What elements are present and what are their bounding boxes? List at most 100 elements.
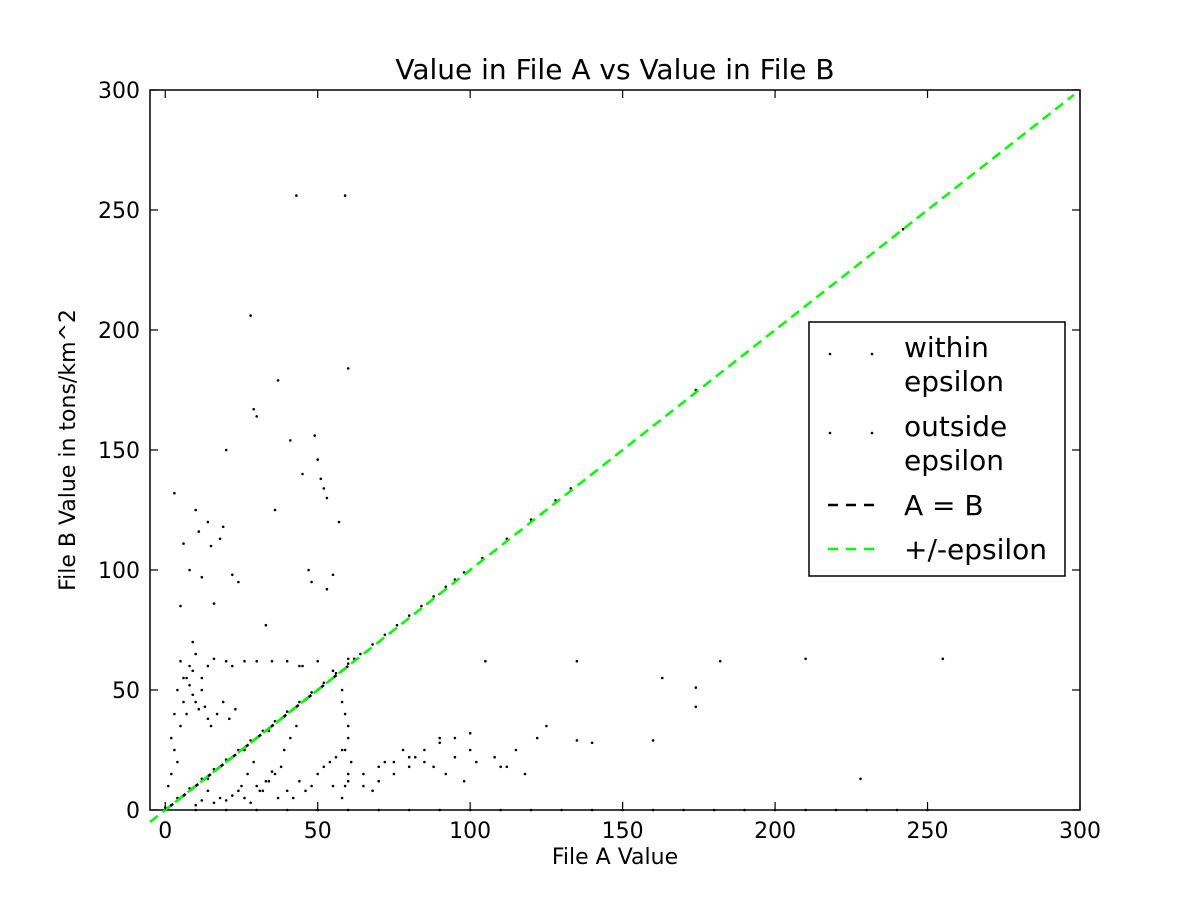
scatter-point — [377, 779, 381, 783]
scatter-point — [185, 712, 188, 716]
scatter-point — [197, 707, 201, 711]
scatter-point — [234, 707, 237, 711]
scatter-point — [170, 736, 173, 740]
x-axis-ticks: 0 50 100 150 200 250 300 — [158, 90, 1101, 844]
x-tick-label: 150 — [602, 819, 644, 844]
scatter-point — [298, 700, 301, 704]
scatter-point — [462, 779, 466, 783]
scatter-point — [194, 808, 197, 812]
scatter-point — [292, 796, 295, 800]
scatter-point — [651, 739, 655, 742]
scatter-point — [346, 657, 350, 661]
scatter-point — [590, 741, 594, 745]
scatter-point — [194, 508, 197, 512]
scatter-point — [444, 772, 448, 776]
x-tick-label: 100 — [449, 819, 491, 844]
scatter-point — [276, 796, 280, 800]
scatter-point — [575, 739, 579, 742]
scatter-point — [200, 575, 204, 579]
scatter-point — [340, 700, 344, 704]
scatter-point — [901, 227, 905, 231]
scatter-point — [289, 439, 292, 442]
scatter-point — [493, 755, 496, 759]
scatter-point — [191, 640, 194, 644]
scatter-point — [407, 614, 411, 617]
scatter-point — [206, 520, 210, 524]
scatter-point — [209, 724, 213, 728]
scatter-point — [212, 657, 216, 661]
scatter-point — [392, 772, 396, 776]
scatter-point — [438, 736, 442, 740]
scatter-point — [328, 760, 332, 764]
scatter-point — [859, 777, 862, 781]
scatter-point — [298, 664, 301, 668]
scatter-point — [313, 434, 317, 437]
scatter-point — [346, 772, 350, 776]
scatter-point — [349, 760, 353, 764]
scatter-point — [834, 808, 838, 812]
scatter-point — [310, 784, 313, 788]
scatter-point — [224, 808, 228, 812]
scatter-point — [651, 808, 655, 812]
scatter-point — [167, 784, 170, 788]
scatter-point — [191, 693, 194, 697]
scatter-point — [718, 659, 722, 663]
scatter-point — [237, 789, 240, 793]
legend-label: outside — [904, 410, 1007, 443]
scatter-point — [188, 568, 191, 572]
scatter-point — [432, 765, 435, 769]
scatter-point — [535, 736, 539, 740]
scatter-point — [316, 458, 320, 461]
scatter-point — [468, 748, 472, 752]
scatter-point — [267, 779, 271, 783]
scatter-point — [468, 731, 472, 735]
scatter-point — [743, 808, 746, 812]
scatter-point — [319, 477, 323, 481]
scatter-point — [182, 542, 185, 545]
scatter-point — [173, 712, 176, 716]
scatter-point — [322, 765, 326, 769]
scatter-point — [273, 508, 277, 512]
scatter-point — [414, 755, 417, 759]
scatter-point — [453, 755, 457, 759]
scatter-point — [575, 659, 579, 663]
scatter-point — [215, 712, 219, 716]
legend-point-marker — [828, 431, 832, 435]
y-tick-label: 50 — [112, 679, 140, 704]
scatter-point — [444, 585, 448, 589]
scatter-point — [218, 537, 222, 541]
scatter-point — [325, 496, 329, 500]
scatter-point — [560, 808, 563, 812]
scatter-point — [191, 669, 194, 673]
scatter-point — [282, 748, 286, 752]
scatter-point — [804, 657, 807, 661]
scatter-point — [865, 808, 868, 812]
scatter-layer — [163, 194, 945, 812]
scatter-point — [170, 772, 173, 776]
scatter-point — [194, 803, 197, 807]
scatter-point — [203, 705, 207, 709]
scatter-point — [301, 664, 304, 668]
scatter-point — [343, 712, 347, 716]
scatter-point — [712, 808, 716, 812]
scatter-point — [346, 367, 350, 370]
scatter-point — [270, 659, 274, 663]
y-tick-label: 200 — [98, 319, 140, 344]
scatter-point — [249, 801, 252, 805]
scatter-point — [255, 659, 258, 663]
scatter-point — [590, 808, 594, 812]
scatter-point — [252, 407, 255, 411]
scatter-point — [423, 748, 426, 752]
scatter-point — [231, 573, 234, 577]
scatter-point — [545, 724, 548, 728]
scatter-point — [377, 808, 381, 812]
scatter-point — [316, 772, 320, 776]
scatter-point — [212, 602, 216, 605]
scatter-point — [514, 748, 518, 752]
scatter-point — [270, 770, 274, 773]
scatter-point — [276, 379, 280, 382]
scatter-point — [316, 659, 320, 663]
scatter-point — [221, 700, 225, 704]
legend-label: epsilon — [904, 444, 1004, 477]
scatter-point — [499, 808, 503, 812]
